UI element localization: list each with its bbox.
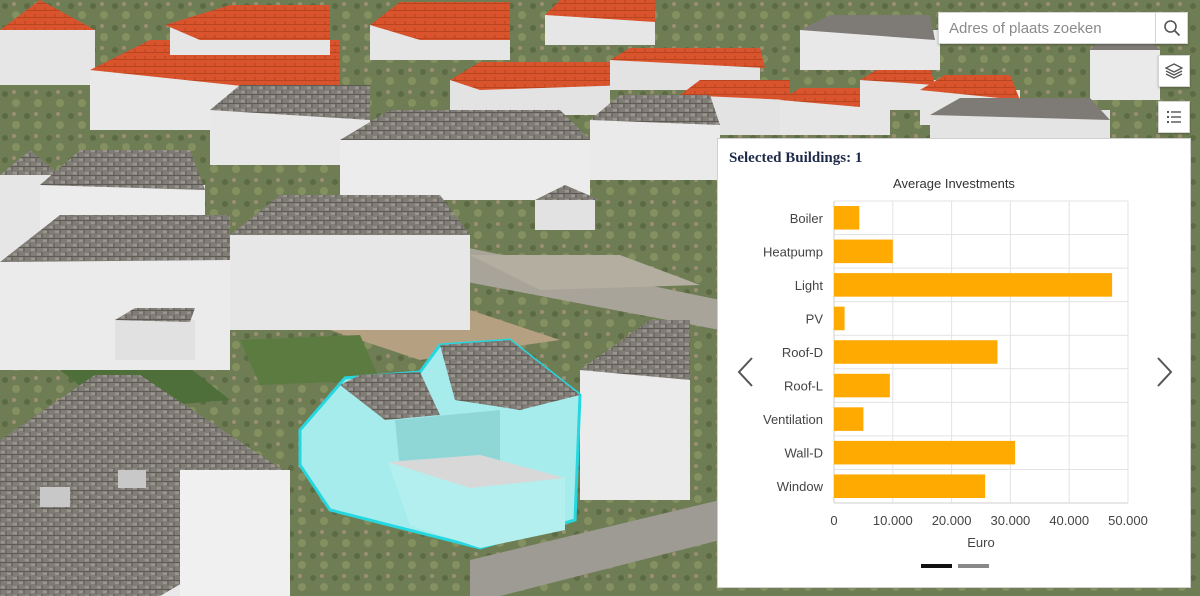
foreground-houses bbox=[0, 375, 290, 596]
search-icon bbox=[1163, 20, 1180, 37]
bar-wall-d bbox=[834, 440, 1016, 465]
page-indicator-1[interactable] bbox=[921, 564, 952, 568]
category-label: PV bbox=[806, 311, 824, 326]
layers-button[interactable] bbox=[1158, 55, 1190, 87]
x-tick-label: 10.000 bbox=[873, 513, 913, 528]
search-input[interactable] bbox=[939, 13, 1155, 43]
bar-window bbox=[834, 474, 986, 498]
bar-light bbox=[834, 273, 1113, 297]
x-tick-label: 30.000 bbox=[991, 513, 1031, 528]
legend-button[interactable] bbox=[1158, 101, 1190, 133]
search-button[interactable] bbox=[1155, 13, 1187, 43]
category-label: Wall-D bbox=[784, 446, 823, 461]
bar-ventilation bbox=[834, 407, 864, 431]
x-tick-label: 50.000 bbox=[1108, 513, 1148, 528]
category-label: Roof-D bbox=[782, 345, 823, 360]
selected-building[interactable] bbox=[298, 338, 582, 550]
category-label: Light bbox=[795, 278, 824, 293]
previous-chart-button[interactable] bbox=[732, 352, 758, 392]
x-tick-label: 0 bbox=[830, 513, 837, 528]
chart-title: Average Investments bbox=[893, 176, 1015, 191]
background-houses bbox=[0, 0, 1160, 140]
chevron-left-icon bbox=[737, 357, 753, 387]
chevron-right-icon bbox=[1157, 357, 1173, 387]
next-chart-button[interactable] bbox=[1152, 352, 1178, 392]
bar-pv bbox=[834, 306, 845, 331]
category-label: Roof-L bbox=[784, 379, 823, 394]
category-label: Window bbox=[777, 479, 824, 494]
lawn-2 bbox=[240, 335, 380, 385]
bar-boiler bbox=[834, 206, 860, 230]
x-tick-label: 20.000 bbox=[932, 513, 972, 528]
x-axis-label: Euro bbox=[967, 535, 994, 550]
bar-roof-d bbox=[834, 340, 998, 364]
category-label: Boiler bbox=[790, 211, 824, 226]
sidewalk bbox=[470, 500, 720, 596]
category-label: Ventilation bbox=[763, 412, 823, 427]
midground-houses bbox=[0, 85, 720, 500]
investments-chart: Boiler Heatpump Light PV Roof-D Roof-L Ventila… bbox=[763, 176, 1148, 550]
street-2 bbox=[470, 255, 700, 290]
legend-list-icon bbox=[1167, 111, 1181, 123]
search-bar bbox=[938, 12, 1188, 44]
bar-roof-l bbox=[834, 373, 890, 398]
bar-heatpump bbox=[834, 239, 893, 264]
selected-buildings-label: Selected Buildings: 1 bbox=[729, 150, 863, 166]
x-tick-label: 40.000 bbox=[1049, 513, 1089, 528]
category-label: Heatpump bbox=[763, 244, 823, 259]
layers-icon bbox=[1165, 63, 1183, 79]
page-indicator-2[interactable] bbox=[958, 564, 989, 568]
building-info-panel: Boiler Heatpump Light PV Roof-D Roof-L Ventila… bbox=[717, 138, 1191, 588]
